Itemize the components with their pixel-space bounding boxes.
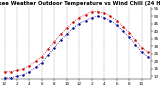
- Title: Milwaukee Weather Outdoor Temperature vs Wind Chill (24 Hours): Milwaukee Weather Outdoor Temperature vs…: [0, 1, 160, 6]
